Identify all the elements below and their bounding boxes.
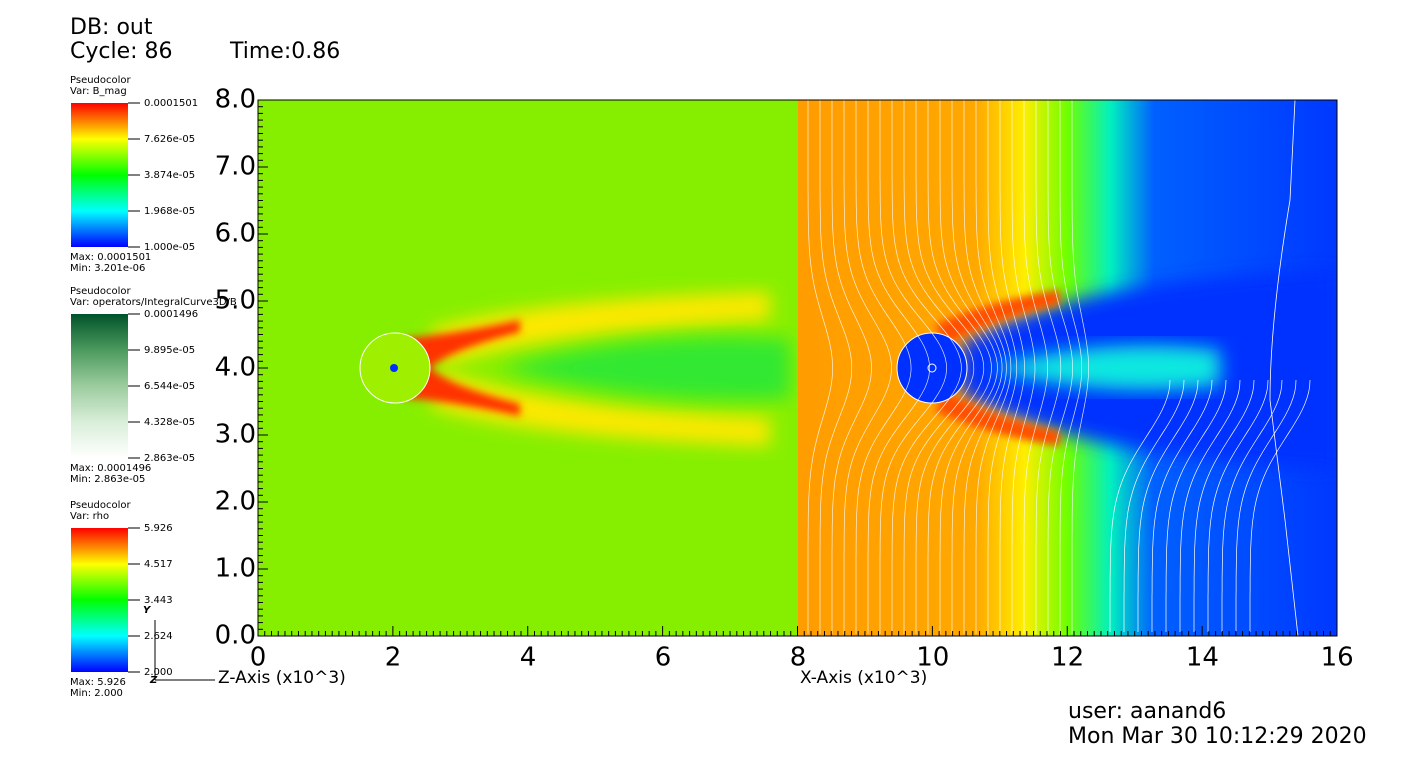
right-field (798, 100, 1337, 636)
x-tick-label: 8 (790, 643, 807, 673)
streamline (939, 100, 998, 634)
triad-z: Z (149, 675, 158, 686)
y-tick-label: 6.0 (215, 219, 256, 249)
x-tick-label: 0 (250, 643, 267, 673)
streamline (915, 100, 985, 634)
legend-var: Var: rho (70, 511, 109, 522)
legend-tick-label: 2.863e-05 (144, 453, 195, 464)
legend-max: Max: 0.0001501 (70, 252, 151, 263)
streamline (855, 100, 912, 634)
y-tick-label: 2.0 (215, 487, 256, 517)
x-axis-title-left: Z-Axis (x10^3) (218, 668, 346, 688)
streamline (975, 100, 1012, 634)
streamline (1165, 379, 1227, 632)
streamline (1123, 379, 1185, 632)
cycle-label: Cycle: 86 (70, 39, 173, 64)
legend-var: Var: B_mag (70, 86, 127, 97)
streamline (951, 100, 1003, 634)
triad: Y Z (143, 605, 215, 686)
triad-y: Y (143, 605, 152, 616)
streamline (1109, 379, 1171, 632)
x-tick-label: 2 (385, 643, 402, 673)
streamline (891, 100, 962, 634)
y-tick-label: 7.0 (215, 152, 256, 182)
streamline (1207, 379, 1269, 632)
legend-tick-label: 0.0001496 (144, 309, 198, 320)
legend-tick-label: 4.517 (144, 559, 173, 570)
x-tick-label: 16 (1321, 643, 1354, 673)
streamline (963, 100, 1007, 634)
left-field (258, 100, 798, 636)
legend-min: Min: 2.863e-05 (70, 474, 145, 485)
streamline (1249, 379, 1311, 632)
streamline (1011, 100, 1036, 634)
streamline (1047, 100, 1073, 634)
x-axis-title-right: X-Axis (x10^3) (800, 668, 927, 688)
streamline (1193, 379, 1255, 632)
legend-tick-label: 3.443 (144, 595, 173, 606)
y-tick-label: 4.0 (215, 353, 256, 383)
legend-plot: Pseudocolor (70, 286, 132, 297)
y-tick-label: 1.0 (215, 554, 256, 584)
streamline (831, 100, 872, 634)
x-tick-label: 6 (655, 643, 672, 673)
legend-tick-label: 2.624 (144, 631, 173, 642)
time-label: Time:0.86 (229, 39, 340, 64)
y-tick-label: 5.0 (215, 286, 256, 316)
streamline (1179, 379, 1241, 632)
legend-tick-label: 9.895e-05 (144, 345, 195, 356)
streamline (843, 100, 892, 634)
streamline (927, 100, 992, 634)
legend-bar (71, 103, 128, 247)
x-tick-label: 14 (1186, 643, 1219, 673)
streamline (807, 100, 833, 634)
legend-plot: Pseudocolor (70, 500, 132, 511)
db-label: DB: out (70, 15, 153, 40)
legend-tick-label: 6.544e-05 (144, 381, 195, 392)
legend-bar (71, 528, 128, 672)
legend-max: Max: 0.0001496 (70, 463, 151, 474)
streamline (1035, 100, 1062, 634)
streamline (1137, 379, 1199, 632)
streamline (903, 100, 975, 634)
streamline (1235, 379, 1297, 632)
streamline (879, 100, 947, 634)
legend-bar (71, 314, 128, 458)
streamline (999, 100, 1025, 634)
streamline (867, 100, 930, 634)
legend-tick-label: 4.328e-05 (144, 417, 195, 428)
y-tick-label: 3.0 (215, 420, 256, 450)
y-tick-label: 8.0 (215, 85, 256, 115)
streamline (1221, 379, 1283, 632)
streamline (1269, 100, 1299, 636)
streamline (1059, 100, 1083, 634)
y-tick-label: 0.0 (215, 621, 256, 651)
legend-tick-label: 5.926 (144, 523, 173, 534)
legend-tick-label: 7.626e-05 (144, 134, 195, 145)
legend-tick-label: 3.874e-05 (144, 170, 195, 181)
legend-tick-label: 2.000 (144, 667, 173, 678)
streamline (1023, 100, 1048, 634)
legend-min: Min: 2.000 (70, 688, 123, 699)
streamline (1071, 100, 1089, 634)
user-label: user: aanand6 (1068, 699, 1226, 724)
x-tick-label: 10 (916, 643, 949, 673)
legend-min: Min: 3.201e-06 (70, 263, 145, 274)
legend-max: Max: 5.926 (70, 677, 126, 688)
streamline (1151, 379, 1213, 632)
legend-tick-label: 1.000e-05 (144, 242, 195, 253)
legend-var: Var: operators/IntegralCurve3D/B (70, 297, 237, 308)
legend-plot: Pseudocolor (70, 75, 132, 86)
streamline (819, 100, 853, 634)
x-tick-label: 12 (1051, 643, 1084, 673)
streamline (987, 100, 1018, 634)
x-tick-label: 4 (520, 643, 537, 673)
legend-tick-label: 1.968e-05 (144, 206, 195, 217)
legend-tick-label: 0.0001501 (144, 98, 198, 109)
date-label: Mon Mar 30 10:12:29 2020 (1068, 724, 1367, 749)
